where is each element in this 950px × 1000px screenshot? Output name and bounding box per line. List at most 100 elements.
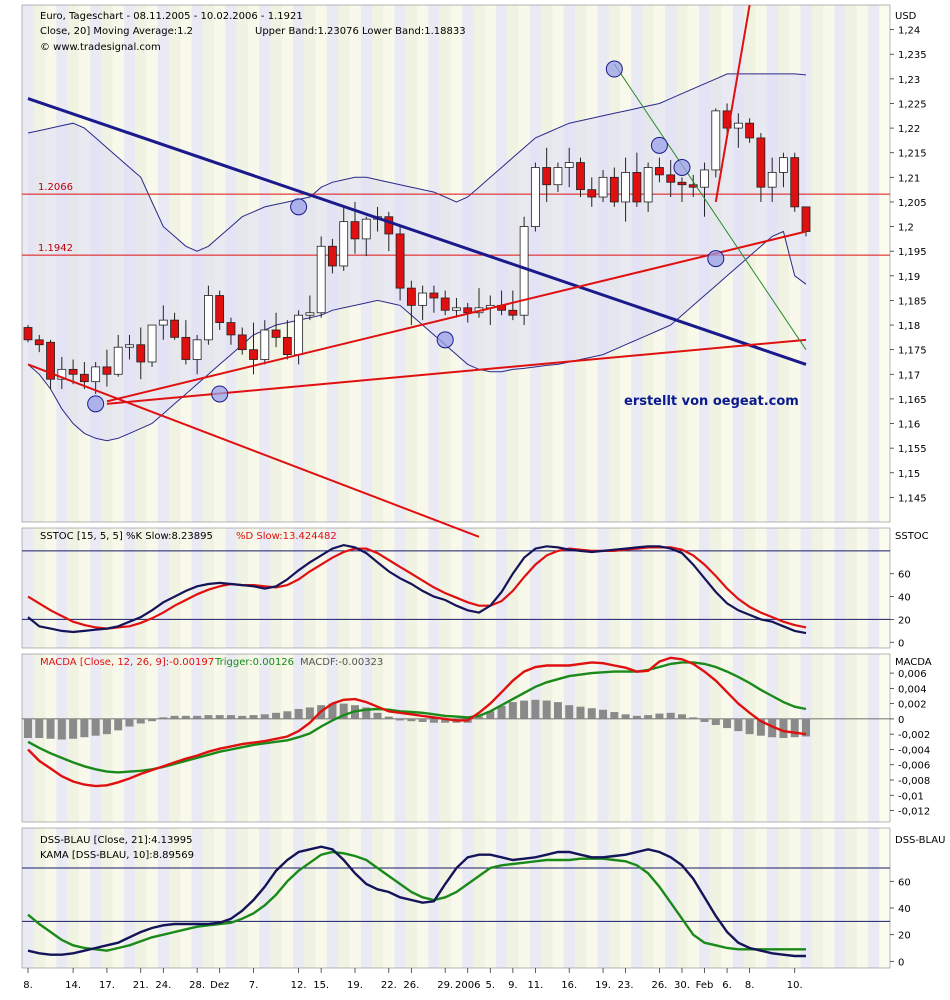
macda-histogram-bar [441,718,450,723]
candle-body [181,336,191,360]
band-stripe [67,528,79,648]
band-stripe [789,654,801,822]
band-stripe [868,828,880,968]
band-stripe [372,828,384,968]
dss-title: DSS-BLAU [Close, 21]:4.13995 [40,835,193,846]
band-stripe [800,654,812,822]
date-tick-label: 8. [745,980,755,991]
dss-tick-label: 40 [898,904,911,915]
band-stripe [372,654,384,822]
date-tick-label: 24. [155,980,171,991]
candle-body [282,336,292,355]
macda-histogram-bar [553,702,562,719]
band-stripe [33,528,46,648]
band-stripe [338,654,350,822]
macda-histogram-bar [46,718,55,739]
macda-histogram-bar [362,707,371,719]
band-stripe [225,654,237,822]
macda-tick-label: -0,008 [898,776,930,787]
candle-body [136,344,146,363]
date-axis: 8. 14. 17. 21. 24. 28. Dez 7. 12. 15. 19. 22. 26. 29.… [23,968,803,991]
band-stripe [642,528,654,648]
candle-body [452,307,461,311]
band-stripe [868,5,880,522]
macda-histogram-bar [328,703,337,719]
band-stripe [642,654,654,822]
macda-histogram-bar [215,715,224,719]
candle-body [79,373,89,383]
dss-tick-label: 0 [898,957,904,968]
candle-body [429,292,439,299]
band-stripe [620,528,632,648]
sstoc-d-title: %D Slow:13.424482 [236,531,337,542]
band-stripe [699,654,711,822]
band-stripe [597,654,609,822]
band-stripe [202,654,215,822]
sstoc-grid [22,550,890,620]
panel-frame [21,827,891,969]
band-stripe [608,828,621,968]
sstoc-tick-label: 40 [898,593,911,604]
candle-body [406,287,416,306]
candle-body [34,339,44,346]
macda-histogram-bar [339,703,348,719]
band-stripe [123,828,136,968]
band-stripe [78,528,91,648]
band-stripe [699,528,711,648]
band-stripe [665,654,677,822]
band-stripe [349,828,361,968]
candle-body [350,221,360,240]
dss-tick-label: 60 [898,877,911,888]
band-stripe [90,654,102,822]
band-stripe [484,828,497,968]
date-tick-label: 8. [23,980,33,991]
band-stripe [755,654,767,822]
band-stripe [845,528,857,648]
candle-body [711,110,721,171]
candle-body [204,295,213,341]
band-stripe [248,528,260,648]
band-stripe [653,828,666,968]
band-stripe [631,654,643,822]
macda-histogram-bar [226,715,235,719]
macda-histogram-bar [238,715,247,719]
band-stripe [450,528,463,648]
band-stripe [552,528,564,648]
marker-circle [650,136,668,154]
macda-histogram-bar [610,712,619,719]
band-stripe [563,528,576,648]
band-stripe [755,5,767,522]
upper-band-line [27,73,807,252]
candle-body [643,167,653,203]
band-stripe [620,828,632,968]
candle-body [564,162,574,168]
band-stripe [574,528,587,648]
kama-line [27,850,806,952]
band-stripe [518,828,530,968]
candle-body [91,366,101,383]
band-stripe [315,528,327,648]
band-stripe [326,654,339,822]
dss-tick-label: 20 [898,931,911,942]
band-stripe [135,528,147,648]
band-stripe [721,654,733,822]
candle-body [192,339,202,360]
band-stripe [800,528,812,648]
band-stripe [405,528,418,648]
band-stripe [529,528,542,648]
band-stripe [777,5,790,522]
candle-body [328,245,337,267]
band-stripe [597,828,609,968]
macda-tick-label: -0,004 [898,745,930,756]
date-tick-label: Dez [210,980,229,991]
band-stripe [496,828,508,968]
macda-histogram-bar [384,716,393,719]
candle-body [621,172,630,203]
trendline [714,4,751,203]
candle-body [530,167,540,227]
band-stripe [383,828,395,968]
band-stripe [755,528,767,648]
band-stripe [169,654,181,822]
candle-body [158,319,168,326]
band-stripe [405,828,418,968]
